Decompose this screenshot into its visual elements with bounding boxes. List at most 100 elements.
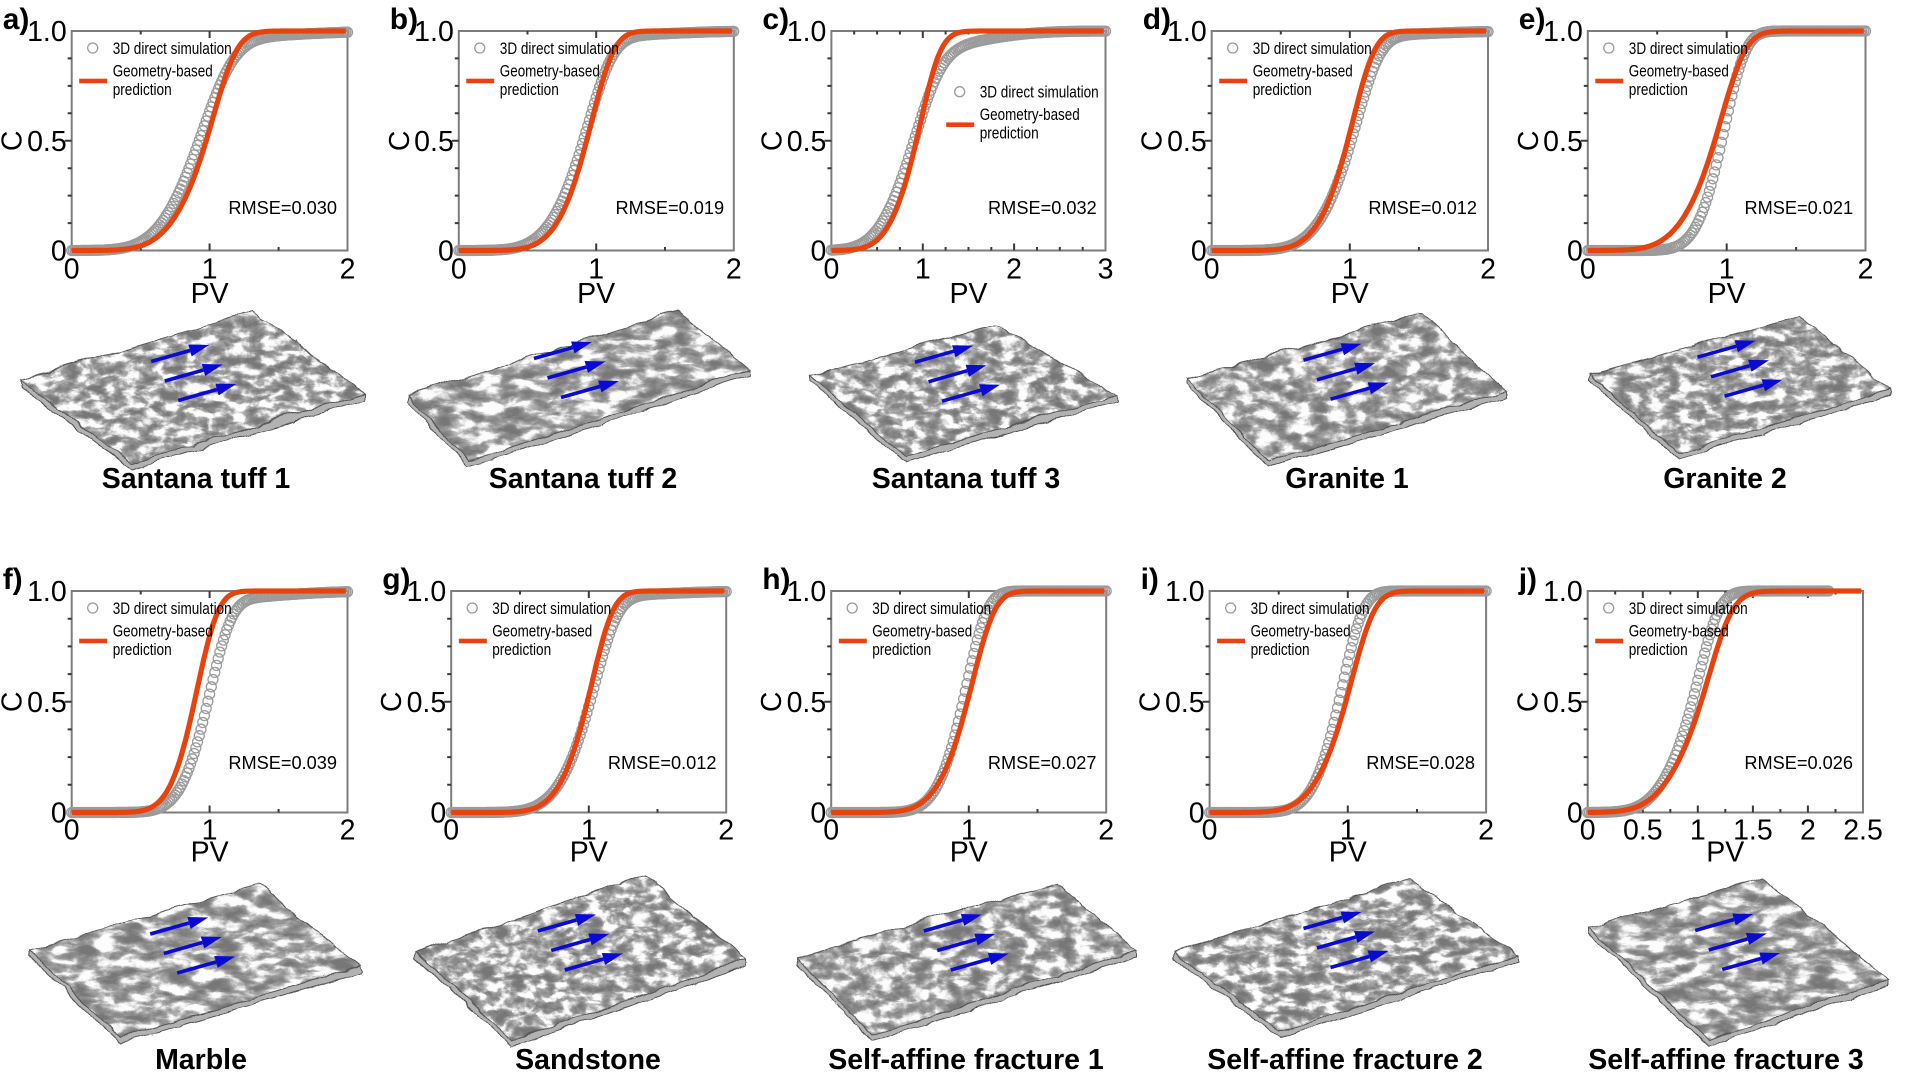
svg-text:prediction: prediction <box>113 80 172 99</box>
svg-text:1: 1 <box>202 815 218 847</box>
svg-text:a): a) <box>3 3 30 36</box>
svg-text:0: 0 <box>51 236 67 268</box>
svg-text:C: C <box>0 131 29 152</box>
svg-text:0: 0 <box>823 254 839 286</box>
svg-text:0: 0 <box>1580 815 1596 847</box>
svg-text:1.0: 1.0 <box>407 576 447 608</box>
svg-text:3D direct simulation: 3D direct simulation <box>492 599 611 618</box>
svg-text:RMSE=0.012: RMSE=0.012 <box>608 753 717 773</box>
svg-text:b): b) <box>390 3 418 36</box>
svg-text:RMSE=0.032: RMSE=0.032 <box>988 198 1097 218</box>
svg-text:2: 2 <box>1478 815 1494 847</box>
svg-text:0.5: 0.5 <box>27 126 67 158</box>
svg-text:i): i) <box>1141 563 1159 596</box>
svg-text:Santana tuff 1: Santana tuff 1 <box>102 463 291 495</box>
svg-text:0.5: 0.5 <box>407 687 447 719</box>
svg-text:0: 0 <box>1204 254 1220 286</box>
svg-text:0.5: 0.5 <box>1623 815 1663 847</box>
svg-text:0: 0 <box>1189 798 1205 830</box>
svg-text:3D direct simulation: 3D direct simulation <box>500 39 619 58</box>
svg-text:RMSE=0.021: RMSE=0.021 <box>1744 198 1853 218</box>
svg-text:C: C <box>1513 131 1545 152</box>
svg-text:0.5: 0.5 <box>1543 687 1583 719</box>
svg-text:Geometry-based: Geometry-based <box>1251 622 1351 641</box>
svg-text:d): d) <box>1143 3 1171 36</box>
svg-text:1: 1 <box>1340 815 1356 847</box>
svg-text:Geometry-based: Geometry-based <box>872 622 972 641</box>
svg-text:PV: PV <box>1331 278 1369 310</box>
svg-text:PV: PV <box>949 278 987 310</box>
svg-text:Geometry-based: Geometry-based <box>500 62 600 81</box>
svg-text:Marble: Marble <box>155 1044 247 1076</box>
svg-text:1: 1 <box>1690 815 1706 847</box>
svg-text:prediction: prediction <box>1253 80 1312 99</box>
svg-text:j): j) <box>1518 563 1537 596</box>
svg-text:RMSE=0.027: RMSE=0.027 <box>988 753 1097 773</box>
svg-text:C: C <box>1135 692 1167 713</box>
svg-text:PV: PV <box>577 278 615 310</box>
svg-text:1: 1 <box>202 254 218 286</box>
svg-text:0: 0 <box>64 815 80 847</box>
svg-text:0: 0 <box>823 815 839 847</box>
svg-text:1.0: 1.0 <box>1543 16 1583 48</box>
svg-text:Geometry-based: Geometry-based <box>1253 62 1353 81</box>
svg-text:c): c) <box>762 3 789 36</box>
svg-text:1: 1 <box>588 254 604 286</box>
svg-text:prediction: prediction <box>1251 640 1310 659</box>
svg-text:Geometry-based: Geometry-based <box>492 622 592 641</box>
svg-text:0.5: 0.5 <box>1543 126 1583 158</box>
svg-text:prediction: prediction <box>113 640 172 659</box>
svg-text:3D direct simulation: 3D direct simulation <box>872 599 991 618</box>
svg-text:0.5: 0.5 <box>27 687 67 719</box>
svg-text:3D direct simulation: 3D direct simulation <box>113 599 232 618</box>
svg-text:2: 2 <box>340 254 356 286</box>
svg-text:prediction: prediction <box>500 80 559 99</box>
svg-text:0: 0 <box>451 254 467 286</box>
svg-text:Granite 2: Granite 2 <box>1663 463 1787 495</box>
svg-text:Sandstone: Sandstone <box>515 1044 661 1076</box>
svg-text:RMSE=0.030: RMSE=0.030 <box>228 198 337 218</box>
svg-text:1: 1 <box>1719 254 1735 286</box>
svg-text:0.5: 0.5 <box>414 126 454 158</box>
svg-text:PV: PV <box>1708 278 1746 310</box>
svg-text:Self-affine fracture 1: Self-affine fracture 1 <box>828 1044 1104 1076</box>
svg-text:0: 0 <box>1567 236 1583 268</box>
svg-text:1.0: 1.0 <box>787 16 827 48</box>
svg-text:Geometry-based: Geometry-based <box>113 622 213 641</box>
svg-text:3D direct simulation: 3D direct simulation <box>113 39 232 58</box>
svg-text:1.0: 1.0 <box>1165 576 1205 608</box>
svg-text:1: 1 <box>961 815 977 847</box>
svg-text:h): h) <box>762 563 790 596</box>
svg-text:1.5: 1.5 <box>1733 815 1773 847</box>
svg-text:PV: PV <box>950 837 988 869</box>
svg-text:1.0: 1.0 <box>787 576 827 608</box>
svg-text:0: 0 <box>438 236 454 268</box>
svg-text:1.0: 1.0 <box>1167 16 1207 48</box>
svg-text:prediction: prediction <box>492 640 551 659</box>
svg-text:Geometry-based: Geometry-based <box>1629 622 1729 641</box>
svg-text:g): g) <box>382 563 410 596</box>
svg-text:0: 0 <box>64 254 80 286</box>
svg-text:Self-affine fracture 3: Self-affine fracture 3 <box>1588 1044 1864 1076</box>
svg-text:3D direct simulation: 3D direct simulation <box>1253 39 1372 58</box>
svg-text:1: 1 <box>1342 254 1358 286</box>
svg-text:0: 0 <box>51 798 67 830</box>
svg-text:3D direct simulation: 3D direct simulation <box>1629 39 1748 58</box>
svg-text:1: 1 <box>581 815 597 847</box>
svg-text:1.0: 1.0 <box>414 16 454 48</box>
svg-text:RMSE=0.019: RMSE=0.019 <box>615 198 724 218</box>
svg-text:PV: PV <box>1329 837 1367 869</box>
svg-text:Geometry-based: Geometry-based <box>980 105 1080 124</box>
svg-text:prediction: prediction <box>872 640 931 659</box>
svg-text:3D direct simulation: 3D direct simulation <box>1629 599 1748 618</box>
svg-text:f): f) <box>3 563 23 596</box>
svg-text:C: C <box>1137 131 1169 152</box>
svg-text:Granite 1: Granite 1 <box>1285 463 1409 495</box>
svg-text:RMSE=0.012: RMSE=0.012 <box>1368 198 1477 218</box>
svg-text:2: 2 <box>1006 254 1022 286</box>
svg-text:C: C <box>756 131 788 152</box>
svg-text:0: 0 <box>443 815 459 847</box>
svg-text:2: 2 <box>1800 815 1816 847</box>
svg-text:prediction: prediction <box>1629 80 1688 99</box>
svg-text:2: 2 <box>718 815 734 847</box>
